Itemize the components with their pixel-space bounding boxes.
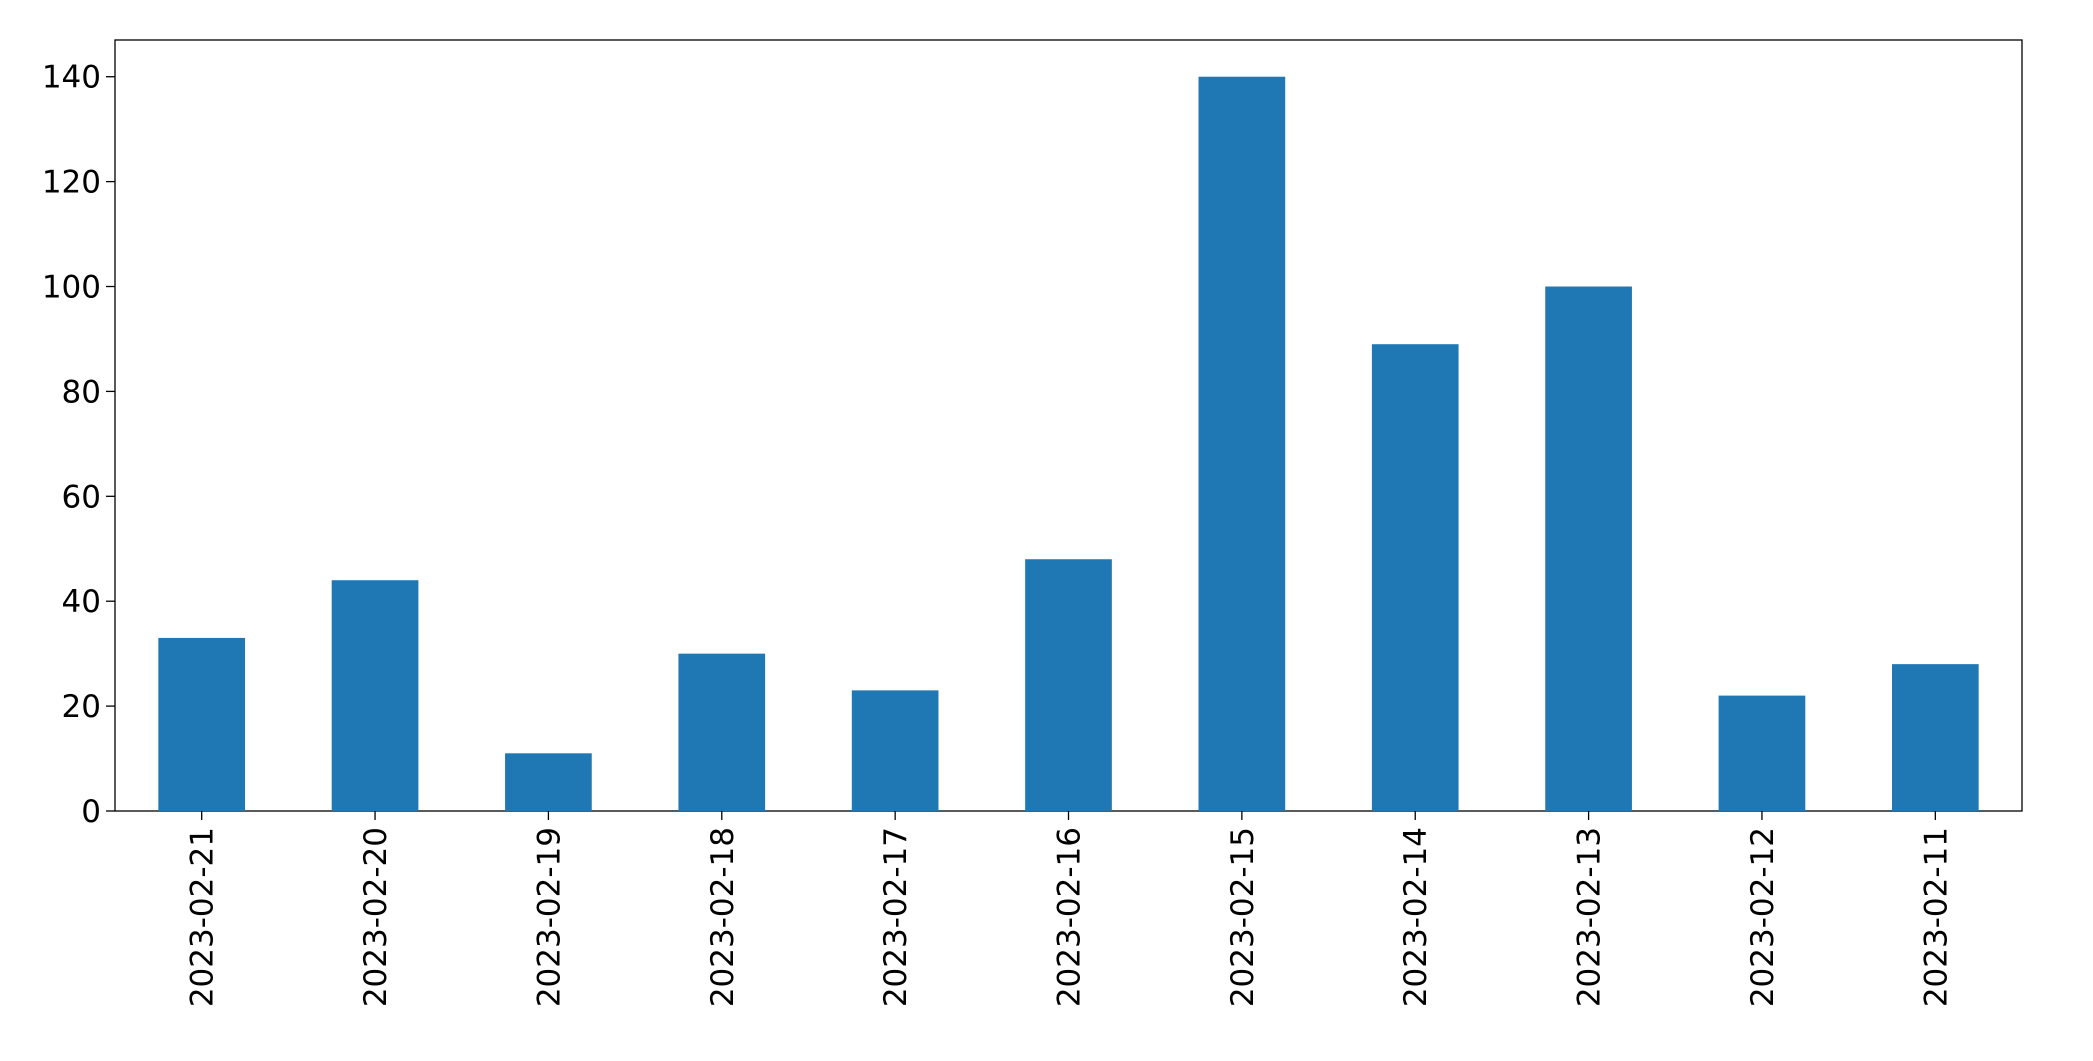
- bar: [678, 653, 766, 811]
- x-tick-label: 2023-02-15: [1225, 827, 1261, 1007]
- x-tick-label: 2023-02-14: [1398, 827, 1434, 1007]
- bar: [1891, 664, 1979, 811]
- bar: [851, 690, 939, 811]
- y-tick-label: 140: [42, 60, 101, 96]
- y-tick-label: 60: [62, 479, 101, 515]
- y-tick-label: 80: [62, 374, 101, 410]
- x-tick-label: 2023-02-17: [878, 827, 914, 1007]
- x-tick-label: 2023-02-11: [1918, 827, 1954, 1007]
- bar: [1718, 695, 1806, 811]
- x-tick-label: 2023-02-19: [531, 827, 567, 1007]
- x-tick-label: 2023-02-12: [1745, 827, 1781, 1007]
- y-tick-label: 40: [62, 584, 101, 620]
- bar: [158, 637, 246, 811]
- y-tick-label: 100: [42, 270, 101, 306]
- bar: [1371, 344, 1459, 811]
- y-tick-label: 20: [62, 689, 101, 725]
- x-tick-label: 2023-02-13: [1572, 827, 1608, 1007]
- x-tick-label: 2023-02-16: [1052, 827, 1088, 1007]
- bar: [331, 580, 419, 811]
- y-tick-label: 0: [81, 794, 101, 830]
- bar: [505, 753, 592, 811]
- y-tick-label: 120: [42, 165, 101, 201]
- bar: [1198, 76, 1286, 811]
- x-tick-label: 2023-02-18: [705, 827, 741, 1007]
- x-tick-label: 2023-02-21: [185, 827, 221, 1007]
- x-tick-label: 2023-02-20: [358, 827, 394, 1007]
- bar: [1025, 559, 1112, 811]
- bar: [1545, 286, 1632, 811]
